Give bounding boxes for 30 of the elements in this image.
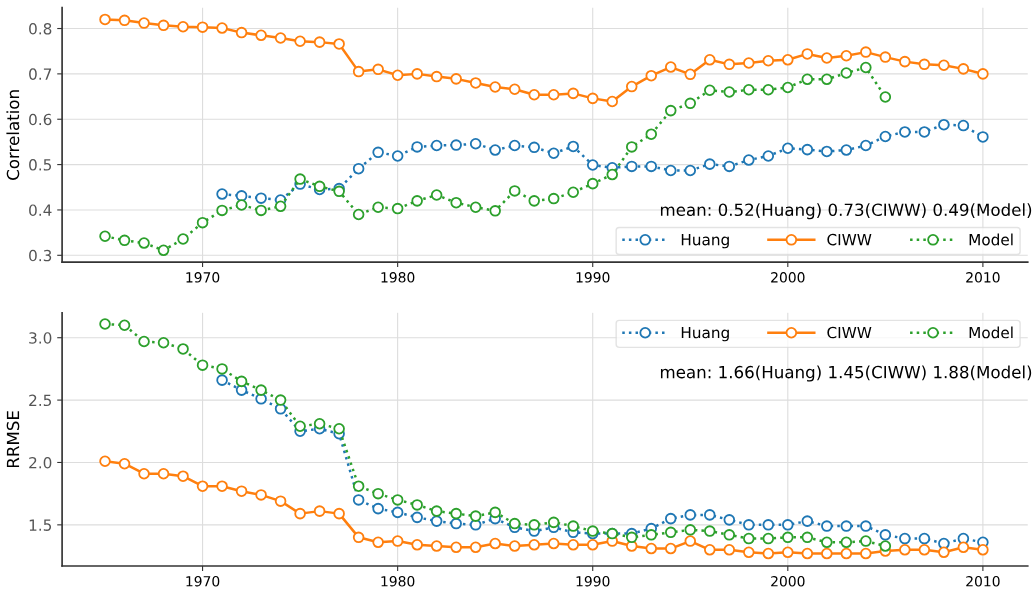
legend-label: Model <box>969 233 1013 246</box>
y-tick-label: 2.5 <box>29 394 52 407</box>
y-tick-label: 0.4 <box>29 204 52 216</box>
y-tick-label: 1.5 <box>29 519 52 531</box>
legend-label: CIWW <box>827 326 872 339</box>
y-tick-label: 2.0 <box>29 456 52 469</box>
legend-label: Huang <box>681 326 729 342</box>
x-tick-label: 1970 <box>186 272 220 283</box>
y-axis-title: RRMSE <box>6 411 20 468</box>
x-tick-label: 1990 <box>576 272 610 283</box>
x-tick-label: 2000 <box>771 576 805 587</box>
y-tick-label: 3.0 <box>29 332 52 344</box>
x-tick-label: 2000 <box>771 272 805 283</box>
y-tick-label: 0.6 <box>29 113 52 126</box>
y-tick-label: 0.5 <box>29 159 52 171</box>
annotation: mean: 0.52(Huang) 0.73(CIWW) 0.49(Model) <box>660 203 1032 220</box>
y-tick-label: 0.8 <box>29 22 52 35</box>
x-tick-label: 2010 <box>966 272 1000 283</box>
x-tick-label: 1990 <box>576 576 610 587</box>
y-axis-title: Correlation <box>6 90 20 180</box>
legend-label: CIWW <box>827 233 872 246</box>
legend-label: Model <box>969 326 1013 339</box>
annotation: mean: 1.66(Huang) 1.45(CIWW) 1.88(Model) <box>660 365 1032 382</box>
x-tick-label: 1970 <box>186 576 220 587</box>
x-tick-label: 2010 <box>966 576 1000 587</box>
legend-label: Huang <box>681 234 729 249</box>
y-tick-label: 0.3 <box>29 249 52 262</box>
x-tick-label: 1980 <box>381 272 415 283</box>
x-tick-label: 1980 <box>381 576 415 587</box>
y-tick-label: 0.7 <box>29 68 52 80</box>
